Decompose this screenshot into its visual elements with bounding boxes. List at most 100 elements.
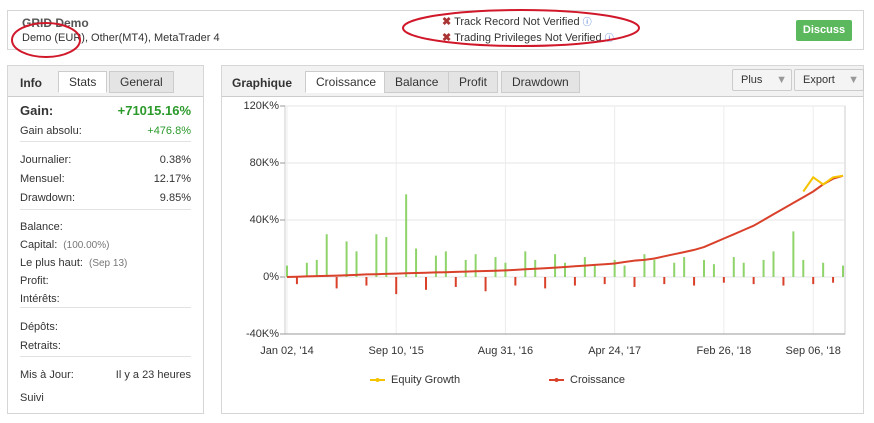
discuss-button[interactable]: Discuss <box>796 20 852 41</box>
tab[interactable]: General <box>109 71 174 93</box>
button-label: Plus <box>741 74 763 86</box>
bar <box>722 277 725 283</box>
stat-label: Dépôts: <box>20 321 58 333</box>
stat-row: Retraits: <box>20 337 191 355</box>
bar <box>345 241 348 277</box>
x-tick-label: Sep 10, '15 <box>369 345 424 357</box>
bar <box>295 277 298 285</box>
stat-label: Le plus haut: <box>20 257 83 269</box>
bar <box>752 277 755 285</box>
stat-label: Gain absolu: <box>20 125 82 137</box>
tab[interactable]: Drawdown <box>501 71 580 93</box>
bar <box>524 251 527 277</box>
stat-row: Intérêts: <box>20 290 191 308</box>
y-tick-label: 0% <box>263 271 279 283</box>
stat-value: +71015.16% <box>117 103 191 118</box>
tab[interactable]: Croissance <box>305 71 388 93</box>
stat-label: Intérêts: <box>20 293 60 305</box>
bar <box>712 264 715 277</box>
bar <box>554 254 557 277</box>
stat-label: Retraits: <box>20 340 61 352</box>
stat-row: Mis à Jour: Il y a 23 heures <box>20 366 191 384</box>
bar <box>673 262 676 277</box>
legend-label: Croissance <box>570 374 625 386</box>
bar <box>663 277 666 285</box>
x-tick-label: Feb 26, '18 <box>697 345 752 357</box>
bar <box>573 277 576 286</box>
panel-title: Info <box>20 76 42 90</box>
stat-label: Gain: <box>20 103 54 118</box>
button-label: Export <box>803 74 835 86</box>
stat-row: Capital: (100.00%) <box>20 236 191 254</box>
bar <box>742 262 745 277</box>
notice[interactable]: ✖ Track Record Not Verified ⓘ <box>442 16 592 28</box>
tab[interactable]: Stats <box>58 71 108 93</box>
bar <box>564 262 566 277</box>
export-button[interactable]: Export ▼ <box>794 69 864 91</box>
stat-label: Suivi <box>20 392 44 404</box>
bar <box>454 277 457 287</box>
stat-label: Mis à Jour: <box>20 369 74 381</box>
tab[interactable]: Profit <box>448 71 499 93</box>
bar <box>494 257 497 277</box>
chart-panel: Graphique Croissance Balance Profit Draw… <box>221 65 864 414</box>
y-tick-label: 40K% <box>250 214 280 226</box>
bar <box>802 259 805 277</box>
separator <box>20 209 191 210</box>
stat-value: 0.38% <box>159 154 191 166</box>
x-tick-label: Sep 06, '18 <box>786 345 841 357</box>
bar <box>603 277 606 285</box>
y-tick-label: 80K% <box>250 157 280 169</box>
bar <box>385 237 388 277</box>
bar <box>375 234 378 277</box>
stat-label: Journalier: <box>20 154 72 166</box>
legend-label: Equity Growth <box>391 374 460 386</box>
stat-label: Balance: <box>20 221 63 233</box>
separator <box>20 356 191 357</box>
bar <box>812 277 815 285</box>
stat-value: 12.17% <box>153 173 191 185</box>
stat-label: Capital: <box>20 239 58 251</box>
notice[interactable]: ✖ Trading Privileges Not Verified ⓘ <box>442 32 614 44</box>
plus-button[interactable]: Plus ▼ <box>732 69 792 91</box>
bar <box>444 251 447 277</box>
stat-row: Balance: <box>20 218 191 236</box>
stat-value: +476.8% <box>147 125 191 137</box>
separator <box>20 141 191 142</box>
bar <box>395 277 398 295</box>
stat-row: Dépôts: <box>20 318 191 336</box>
stat-note: (Sep 13) <box>89 258 128 269</box>
stat-note: (100.00%) <box>63 240 110 251</box>
panel-title: Graphique <box>232 76 293 90</box>
bar <box>325 234 328 277</box>
bar <box>305 262 308 277</box>
bar <box>732 257 735 277</box>
bar <box>623 265 626 277</box>
notice-text: Track Record Not Verified <box>454 16 580 28</box>
bar <box>772 251 775 277</box>
bar <box>683 257 686 277</box>
tab[interactable]: Balance <box>384 71 450 93</box>
notice-text: Trading Privileges Not Verified <box>454 32 602 44</box>
bar <box>434 255 437 277</box>
bar <box>593 264 596 277</box>
bar <box>355 251 358 277</box>
y-tick-label: 120K% <box>244 100 280 112</box>
bar <box>514 277 517 286</box>
subtitle: Demo (EUR), Other(MT4), MetaTrader 4 <box>22 32 220 44</box>
stat-row: Suivi <box>20 389 191 407</box>
bar <box>693 277 696 286</box>
bar <box>286 265 288 277</box>
stat-value: 9.85% <box>159 192 191 204</box>
separator <box>20 307 191 308</box>
bar <box>405 194 408 277</box>
highlight <box>402 9 640 47</box>
stat-label: Drawdown: <box>20 192 76 204</box>
stat-row: Gain absolu: +476.8% <box>20 122 191 140</box>
stat-row: Mensuel: 12.17% <box>20 170 191 188</box>
bar <box>365 277 368 286</box>
chart: -40K% 0% 40K% 80K% 120K% Jan 02, '14 Sep 10, '… <box>244 100 846 386</box>
bar <box>425 277 427 290</box>
bar <box>842 265 844 277</box>
